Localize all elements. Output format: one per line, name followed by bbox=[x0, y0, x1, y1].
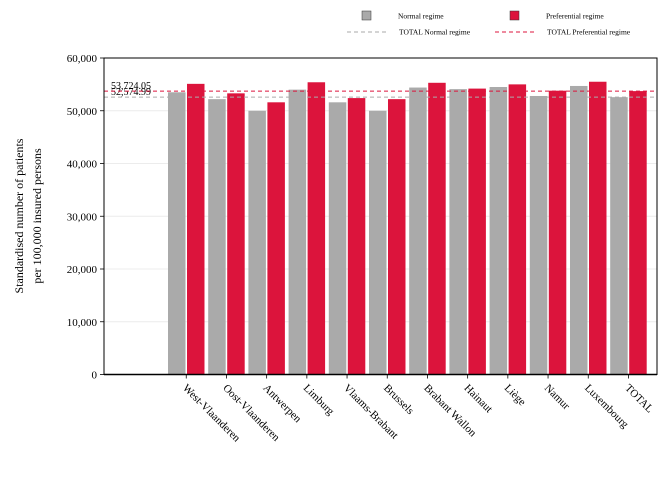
y-tick-label: 0 bbox=[92, 370, 98, 382]
bar-preferential-regime bbox=[187, 83, 205, 375]
legend-swatch bbox=[509, 10, 520, 21]
y-tick-label: 20,000 bbox=[67, 264, 98, 276]
bar-normal-regime bbox=[409, 87, 427, 375]
bars bbox=[168, 81, 647, 375]
bar-preferential-regime bbox=[468, 88, 486, 375]
bar-normal-regime bbox=[168, 92, 186, 375]
bar-normal-regime bbox=[529, 95, 548, 375]
bar-preferential-regime bbox=[428, 82, 446, 375]
bar-normal-regime bbox=[449, 89, 467, 375]
axes bbox=[100, 57, 658, 379]
category-label: Limburg bbox=[301, 382, 337, 418]
bar-preferential-regime bbox=[347, 98, 366, 375]
y-tick-label: 40,000 bbox=[67, 159, 98, 171]
bar-normal-regime bbox=[570, 85, 588, 375]
reference-line-label: 53,724.05 bbox=[111, 81, 151, 92]
y-axis-title-line: Standardised number of patients bbox=[12, 138, 26, 293]
bar-normal-regime bbox=[328, 102, 347, 375]
category-label: Brussels bbox=[381, 382, 416, 417]
y-tick-label: 50,000 bbox=[67, 106, 98, 118]
category-label: Namur bbox=[542, 382, 572, 412]
bar-preferential-regime bbox=[589, 81, 607, 375]
y-axis-title-line: per 100,000 insured persons bbox=[30, 148, 44, 284]
legend: Normal regime Preferential regime TOTAL No… bbox=[347, 10, 631, 37]
bar-normal-regime bbox=[489, 87, 508, 375]
legend-label: TOTAL Normal regime bbox=[399, 28, 471, 37]
bar-preferential-regime bbox=[388, 99, 406, 375]
legend-label: Preferential regime bbox=[546, 12, 604, 21]
bar-preferential-regime bbox=[508, 84, 527, 375]
category-label: Liège bbox=[502, 382, 528, 408]
reference-line-label: 52,574.99 bbox=[111, 87, 151, 98]
y-tick-labels: 0 10,000 20,000 30,000 40,000 50,000 60,000 bbox=[67, 53, 98, 382]
y-tick-label: 10,000 bbox=[67, 317, 98, 329]
category-label: TOTAL bbox=[622, 382, 655, 415]
y-tick-label: 30,000 bbox=[67, 211, 98, 223]
category-labels: West-VlaanderenOost-VlaanderenAntwerpenL… bbox=[180, 382, 656, 445]
legend-label: TOTAL Preferential regime bbox=[547, 28, 631, 37]
bar-normal-regime bbox=[610, 97, 628, 375]
legend-swatch bbox=[361, 10, 372, 21]
bar-normal-regime bbox=[248, 110, 266, 375]
legend-label: Normal regime bbox=[398, 12, 444, 21]
bar-normal-regime bbox=[369, 110, 387, 375]
y-axis-title: Standardised number of patients per 100,0… bbox=[12, 138, 44, 293]
category-label: Hainaut bbox=[462, 382, 495, 415]
bar-preferential-regime bbox=[629, 91, 647, 375]
bar-preferential-regime bbox=[267, 102, 285, 375]
y-tick-label: 60,000 bbox=[67, 53, 98, 65]
bar-preferential-regime bbox=[307, 82, 326, 375]
bar-normal-regime bbox=[208, 99, 226, 375]
bar-normal-regime bbox=[288, 89, 307, 375]
bar-preferential-regime bbox=[548, 90, 567, 375]
bar-preferential-regime bbox=[227, 93, 245, 375]
